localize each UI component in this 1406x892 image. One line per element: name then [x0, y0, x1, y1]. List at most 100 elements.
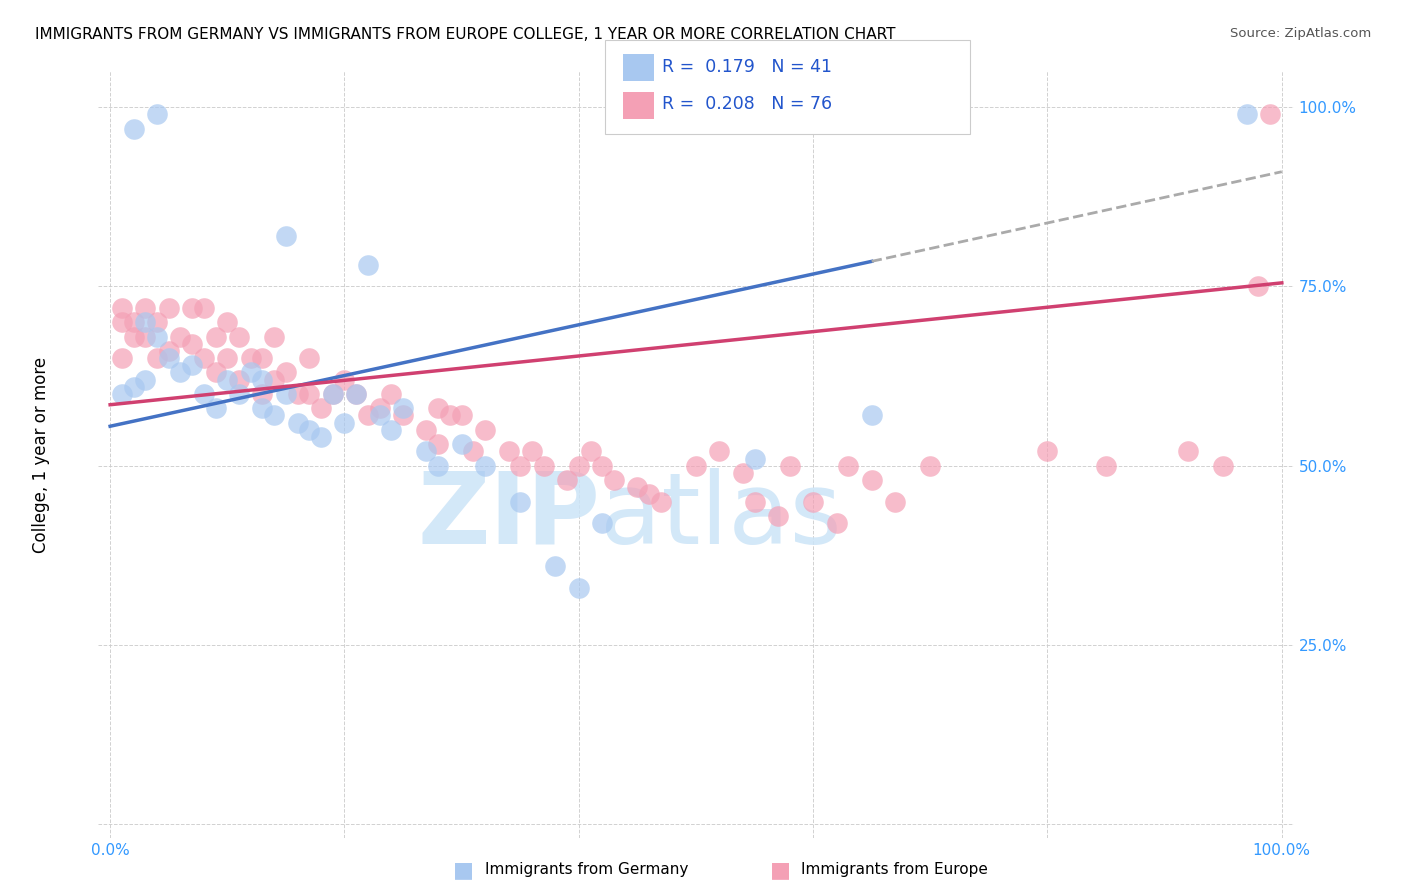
Point [111, 301, 134, 315]
Point [837, 458, 859, 473]
Point [603, 473, 626, 487]
Point [1177, 444, 1199, 458]
Point [274, 366, 297, 380]
Text: Immigrants from Germany: Immigrants from Germany [485, 863, 689, 877]
Point [263, 409, 285, 423]
Point [860, 473, 883, 487]
Point [357, 409, 380, 423]
Point [579, 444, 602, 458]
Point [134, 301, 156, 315]
Point [204, 401, 226, 416]
Point [263, 373, 285, 387]
Point [146, 329, 169, 343]
Point [193, 351, 215, 365]
Text: IMMIGRANTS FROM GERMANY VS IMMIGRANTS FROM EUROPE COLLEGE, 1 YEAR OR MORE CORREL: IMMIGRANTS FROM GERMANY VS IMMIGRANTS FR… [35, 27, 896, 42]
Point [134, 329, 156, 343]
Point [181, 336, 204, 351]
Text: Source: ZipAtlas.com: Source: ZipAtlas.com [1230, 27, 1371, 40]
Point [392, 401, 415, 416]
Point [169, 366, 191, 380]
Point [122, 121, 145, 136]
Point [357, 258, 380, 272]
Point [274, 229, 297, 244]
Point [555, 473, 578, 487]
Point [111, 315, 134, 329]
Point [228, 329, 250, 343]
Point [239, 351, 262, 365]
Point [146, 315, 169, 329]
Point [1247, 279, 1270, 293]
Point [287, 416, 309, 430]
Point [744, 451, 766, 466]
Point [568, 581, 591, 595]
Text: ■: ■ [454, 860, 474, 880]
Point [252, 373, 274, 387]
Point [415, 423, 437, 437]
Point [146, 351, 169, 365]
Point [591, 458, 613, 473]
Point [111, 351, 134, 365]
Point [368, 409, 391, 423]
Point [744, 494, 766, 508]
Point [1036, 444, 1059, 458]
Point [450, 437, 472, 451]
Text: R =  0.208   N = 76: R = 0.208 N = 76 [662, 95, 832, 113]
Point [193, 301, 215, 315]
Point [825, 516, 848, 530]
Point [287, 387, 309, 401]
Point [439, 409, 461, 423]
Point [228, 373, 250, 387]
Point [333, 373, 356, 387]
Point [368, 401, 391, 416]
Point [638, 487, 661, 501]
Point [860, 409, 883, 423]
Point [509, 458, 531, 473]
Text: Immigrants from Europe: Immigrants from Europe [801, 863, 988, 877]
Point [122, 315, 145, 329]
Point [591, 516, 613, 530]
Point [134, 315, 156, 329]
Point [427, 401, 450, 416]
Point [122, 329, 145, 343]
Point [309, 430, 332, 444]
Text: ZIP: ZIP [418, 467, 600, 565]
Point [779, 458, 801, 473]
Point [298, 351, 321, 365]
Text: R =  0.179   N = 41: R = 0.179 N = 41 [662, 58, 832, 76]
Point [544, 559, 567, 574]
Point [427, 437, 450, 451]
Point [463, 444, 485, 458]
Point [498, 444, 520, 458]
Point [380, 387, 402, 401]
Point [239, 366, 262, 380]
Point [392, 409, 415, 423]
Point [157, 343, 180, 358]
Point [626, 480, 648, 494]
Point [217, 351, 239, 365]
Point [344, 387, 367, 401]
Point [228, 387, 250, 401]
Point [181, 359, 204, 373]
Point [146, 107, 169, 121]
Point [122, 380, 145, 394]
Point [322, 387, 344, 401]
Point [181, 301, 204, 315]
Point [274, 387, 297, 401]
Point [263, 329, 285, 343]
Point [134, 373, 156, 387]
Point [884, 494, 907, 508]
Point [427, 458, 450, 473]
Text: atlas: atlas [600, 467, 842, 565]
Point [157, 351, 180, 365]
Y-axis label: College, 1 year or more: College, 1 year or more [32, 357, 49, 553]
Point [920, 458, 942, 473]
Point [252, 401, 274, 416]
Point [252, 387, 274, 401]
Point [533, 458, 555, 473]
Point [709, 444, 731, 458]
Point [204, 366, 226, 380]
Point [509, 494, 531, 508]
Point [309, 401, 332, 416]
Point [685, 458, 707, 473]
Point [801, 494, 824, 508]
